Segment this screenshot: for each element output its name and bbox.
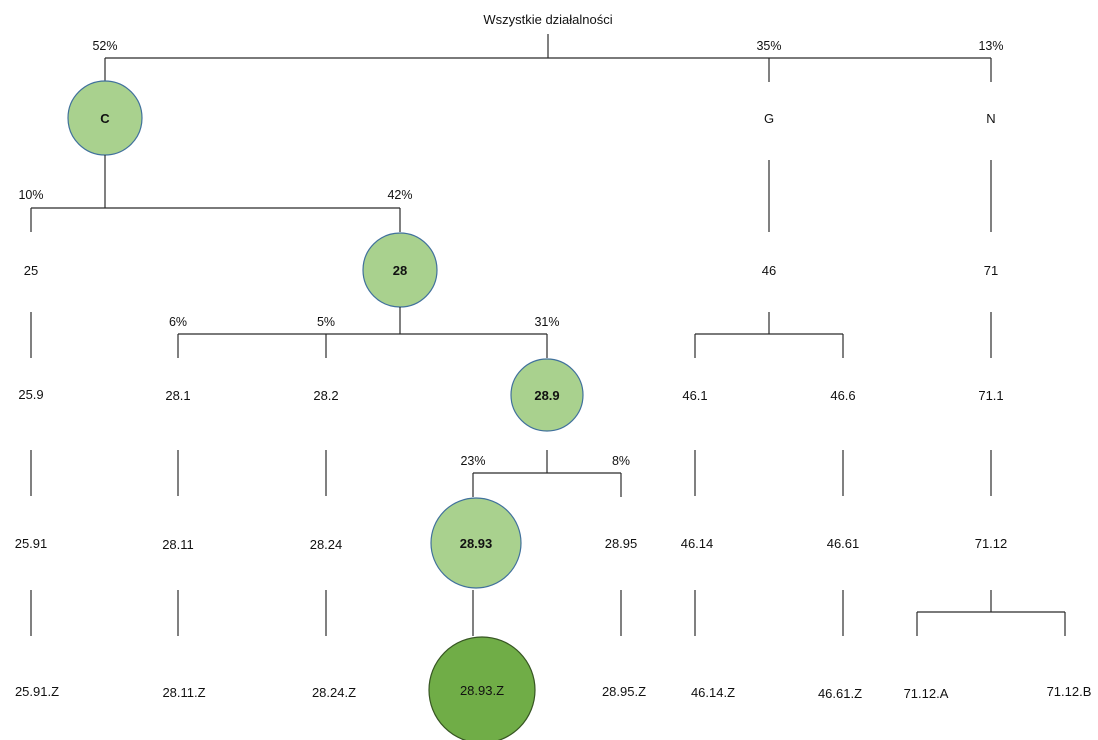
pct-28: 42% (387, 188, 412, 202)
node-25-91: 25.91 (15, 536, 48, 551)
level3-connectors (30, 450, 992, 497)
level1-connectors (30, 155, 992, 232)
node-71: 71 (984, 263, 998, 278)
pct-g: 35% (756, 39, 781, 53)
pct-25: 10% (18, 188, 43, 202)
node-25-9: 25.9 (18, 387, 43, 402)
node-71-1: 71.1 (978, 388, 1003, 403)
node-28-11: 28.11 (162, 537, 194, 552)
node-28-93-z: 28.93.Z (460, 683, 504, 698)
node-46-14-z: 46.14.Z (691, 685, 735, 700)
pct-n: 13% (978, 39, 1003, 53)
node-g: G (764, 111, 774, 126)
level2-connectors (30, 307, 992, 358)
root-label: Wszystkie działalności (483, 12, 612, 27)
node-46-61-z: 46.61.Z (818, 686, 862, 701)
pct-28-93: 23% (460, 454, 485, 468)
pct-c: 52% (92, 39, 117, 53)
node-28: 28 (393, 263, 407, 278)
node-71-12: 71.12 (975, 536, 1008, 551)
node-46-61: 46.61 (827, 536, 860, 551)
node-28-1: 28.1 (165, 388, 190, 403)
node-46-6: 46.6 (830, 388, 855, 403)
node-28-95-z: 28.95.Z (602, 684, 646, 699)
node-28-93-z-circle (428, 636, 536, 740)
node-28-93-circle (430, 497, 522, 589)
pct-28-95: 8% (612, 454, 630, 468)
node-c: C (100, 111, 110, 126)
pct-28-2: 5% (317, 315, 335, 329)
node-46-1: 46.1 (682, 388, 707, 403)
node-71-12-a: 71.12.A (904, 686, 949, 701)
node-28-9-circle (510, 358, 584, 432)
node-28-11-z: 28.11.Z (162, 685, 205, 700)
root-connectors (104, 34, 992, 82)
node-28-93: 28.93 (460, 536, 493, 551)
node-28-2: 28.2 (313, 388, 338, 403)
node-28-95: 28.95 (605, 536, 638, 551)
pct-28-9: 31% (534, 315, 559, 329)
node-46: 46 (762, 263, 776, 278)
node-25-91-z: 25.91.Z (15, 684, 59, 699)
node-25: 25 (24, 263, 38, 278)
pct-28-1: 6% (169, 315, 187, 329)
level4-connectors (30, 590, 1066, 636)
node-28-9: 28.9 (534, 388, 559, 403)
node-28-24-z: 28.24.Z (312, 685, 356, 700)
node-71-12-b: 71.12.B (1047, 684, 1092, 699)
node-n: N (986, 111, 995, 126)
node-28-24: 28.24 (310, 537, 343, 552)
node-46-14: 46.14 (681, 536, 714, 551)
